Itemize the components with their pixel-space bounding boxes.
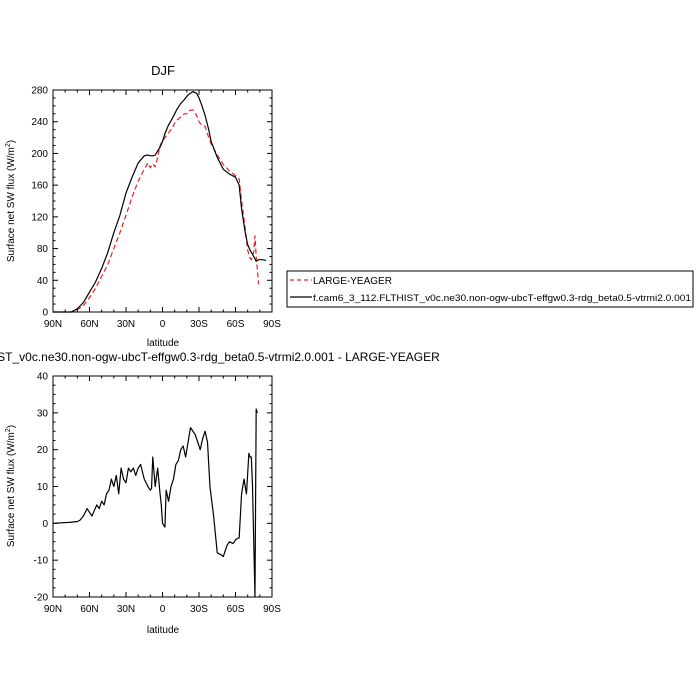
top-y-tick-label: 120 (31, 212, 48, 223)
bottom-x-tick-label: 0 (160, 604, 166, 615)
top-y-tick-label: 0 (42, 308, 48, 319)
top-plot-frame (52, 89, 273, 313)
bottom-x-tick-label: 30N (117, 604, 135, 615)
bottom-y-tick-label: 0 (42, 519, 48, 530)
top-x-tick-label: 60S (227, 319, 245, 330)
bottom-x-tick-label: 30S (190, 604, 208, 615)
bottom-panel: f.cam6_3_112.FLTHIST_v0c.ne30.non-ogw-ub… (0, 350, 440, 636)
top-x-tick-label: 90S (263, 319, 281, 330)
bottom-y-tick-label: 30 (37, 408, 49, 419)
top-x-tick-label: 60N (80, 319, 98, 330)
top-y-tick-label: 200 (31, 149, 48, 160)
legend: LARGE-YEAGER f.cam6_3_112.FLTHIST_v0c.ne… (286, 270, 694, 308)
bottom-y-tick-label: -10 (34, 556, 49, 567)
top-y-tick-label: 240 (31, 117, 48, 128)
bottom-y-tick-label: 10 (37, 482, 49, 493)
legend-box (286, 270, 694, 308)
bottom-axes: 90N 60N 30N 0 30S 60S 90S -20 -10 0 10 20 30 40 (34, 372, 282, 616)
top-y-tick-label: 280 (31, 86, 48, 97)
bottom-chart-title: f.cam6_3_112.FLTHIST_v0c.ne30.non-ogw-ub… (0, 350, 440, 364)
bottom-plot-frame (52, 375, 273, 598)
top-x-tick-label: 30N (117, 319, 135, 330)
top-x-axis-label: latitude (147, 338, 180, 349)
bottom-x-tick-label: 90N (44, 604, 62, 615)
top-series-line-1 (53, 90, 267, 313)
top-x-tick-label: 90N (44, 319, 62, 330)
bottom-series-line-0 (52, 408, 258, 598)
legend-label-large-yeager: LARGE-YEAGER (313, 276, 392, 287)
bottom-y-axis-label: Surface net SW flux (W/m2) (5, 425, 17, 547)
top-axes: 90N 60N 30N 0 30S 60S 90S 0 40 80 120 160 200 240 280 (31, 86, 281, 331)
top-x-tick-label: 30S (190, 319, 208, 330)
legend-label-cam6: f.cam6_3_112.FLTHIST_v0c.ne30.non-ogw-ub… (313, 293, 691, 304)
top-x-tick-label: 0 (160, 319, 166, 330)
bottom-x-tick-label: 60N (80, 604, 98, 615)
top-y-tick-label: 80 (37, 244, 49, 255)
top-y-axis-label: Surface net SW flux (W/m2) (5, 140, 17, 262)
top-series-group (53, 90, 267, 313)
bottom-y-tick-label: 20 (37, 445, 49, 456)
top-y-tick-label: 40 (37, 276, 49, 287)
bottom-x-tick-label: 60S (227, 604, 245, 615)
bottom-y-tick-label: 40 (37, 372, 49, 383)
top-panel: DJF 90N 60N 30N 0 30S 60S 90S 0 40 80 120 160 200 240… (5, 63, 281, 349)
bottom-y-tick-label: -20 (34, 593, 49, 604)
top-chart-title: DJF (151, 63, 175, 78)
bottom-x-axis-label: latitude (147, 625, 180, 636)
top-y-tick-label: 160 (31, 181, 48, 192)
top-series-line-0 (53, 109, 260, 313)
bottom-series-group (52, 408, 258, 598)
bottom-x-tick-label: 90S (263, 604, 281, 615)
